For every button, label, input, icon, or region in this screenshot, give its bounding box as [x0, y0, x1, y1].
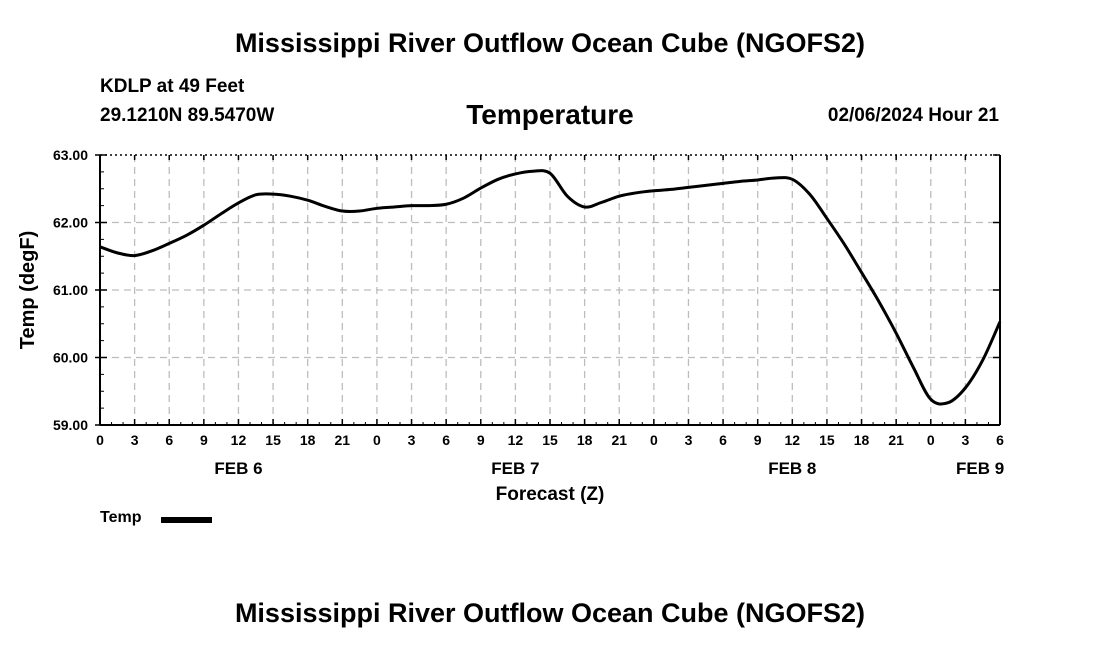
x-tick-label: 0: [96, 432, 104, 448]
day-label: FEB 6: [214, 459, 262, 478]
x-tick-label: 21: [611, 432, 627, 448]
variable-title: Temperature: [466, 99, 634, 130]
y-tick-label: 59.00: [53, 417, 88, 433]
day-label: FEB 8: [768, 459, 816, 478]
x-tick-label: 3: [685, 432, 693, 448]
x-tick-label: 9: [477, 432, 485, 448]
x-tick-label: 21: [335, 432, 351, 448]
axis-layer: [95, 154, 1001, 426]
x-tick-label: 15: [542, 432, 558, 448]
y-tick-label: 60.00: [53, 350, 88, 366]
x-tick-label: 0: [650, 432, 658, 448]
coordinates-label: 29.1210N 89.5470W: [100, 105, 275, 126]
x-tick-label: 3: [408, 432, 416, 448]
x-axis-title: Forecast (Z): [496, 484, 605, 505]
y-tick-label: 61.00: [53, 282, 88, 298]
x-tick-label: 12: [231, 432, 247, 448]
day-label: FEB 7: [491, 459, 539, 478]
x-tick-label: 9: [754, 432, 762, 448]
x-tick-label: 0: [927, 432, 935, 448]
x-tick-label: 12: [785, 432, 801, 448]
x-tick-label: 15: [265, 432, 281, 448]
x-tick-label: 6: [442, 432, 450, 448]
footer-title: Mississippi River Outflow Ocean Cube (NG…: [234, 598, 866, 628]
x-tick-label: 18: [854, 432, 870, 448]
y-axis-title: Temp (degF): [17, 231, 39, 350]
x-tick-label: 15: [819, 432, 835, 448]
x-tick-label: 9: [200, 432, 208, 448]
series-layer: [99, 169, 1002, 406]
x-tick-label: 18: [577, 432, 593, 448]
label-layer: 0 3 6 9 12 15 18 21 0 3 6 9 12 15 18 21 0 3 6 9 12 15 18 21 0 3 6 5…: [17, 147, 1004, 505]
x-tick-label: 18: [300, 432, 316, 448]
x-tick-label: 0: [373, 432, 381, 448]
y-tick-label: 62.00: [53, 215, 88, 231]
station-label: KDLP at 49 Feet: [100, 76, 245, 97]
x-tick-label: 12: [508, 432, 524, 448]
day-label: FEB 9: [956, 459, 1004, 478]
temp-series-line: [99, 169, 1002, 406]
x-tick-label: 21: [888, 432, 904, 448]
forecast-datetime: 02/06/2024 Hour 21: [827, 105, 999, 126]
chart-main-title: Mississippi River Outflow Ocean Cube (NG…: [234, 28, 866, 58]
x-tick-label: 6: [165, 432, 173, 448]
x-tick-label: 6: [719, 432, 727, 448]
x-tick-label: 6: [996, 432, 1004, 448]
y-tick-label: 63.00: [53, 147, 88, 163]
x-tick-label: 3: [131, 432, 139, 448]
legend-label: Temp: [100, 509, 142, 526]
x-tick-label: 3: [961, 432, 969, 448]
grid-layer: [100, 155, 1000, 425]
legend-swatch: [161, 517, 212, 523]
